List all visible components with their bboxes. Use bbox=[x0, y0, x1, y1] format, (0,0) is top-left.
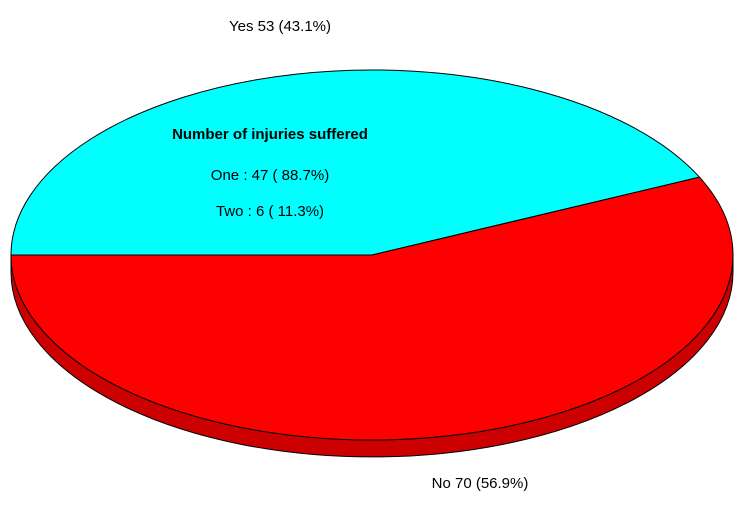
slice bbox=[10, 69, 701, 256]
slice-label: Yes 53 (43.1%) bbox=[229, 18, 331, 35]
slice-label: No 70 (56.9%) bbox=[432, 475, 529, 492]
annotation-title: Number of injuries suffered bbox=[172, 126, 368, 143]
slice bbox=[10, 176, 734, 441]
annotation-line: One : 47 ( 88.7%) bbox=[211, 167, 329, 184]
pie bbox=[10, 69, 734, 458]
annotation-line: Two : 6 ( 11.3%) bbox=[216, 203, 324, 220]
